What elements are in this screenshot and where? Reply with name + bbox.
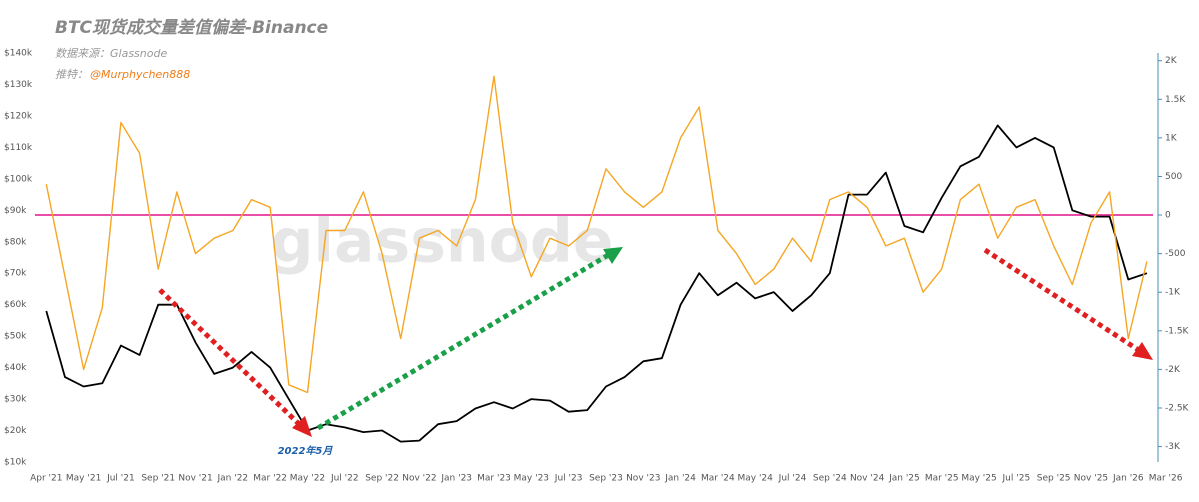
x-tick-label: May '23	[514, 474, 549, 484]
source: 数据来源：Glassnode	[55, 47, 167, 60]
x-tick-label: Mar '24	[701, 474, 735, 484]
y-tick-label: $60k	[4, 300, 27, 310]
x-tick-label: Nov '25	[1074, 474, 1108, 484]
y2-tick-label: 1.5K	[1165, 95, 1186, 105]
x-tick-label: Jan '25	[888, 474, 920, 484]
y2-tick-label: 1K	[1165, 133, 1178, 143]
y2-tick-label: -3K	[1165, 442, 1181, 452]
x-tick-label: Jul '21	[106, 474, 135, 484]
y-tick-label: $70k	[4, 269, 27, 279]
x-tick-label: Mar '23	[477, 474, 511, 484]
x-tick-label: May '25	[961, 474, 996, 484]
y-tick-label: $10k	[4, 458, 27, 468]
x-tick-label: Nov '21	[178, 474, 212, 484]
x-tick-label: Mar '22	[253, 474, 287, 484]
x-tick-label: Jul '23	[554, 474, 583, 484]
arrow-head	[292, 416, 312, 437]
x-tick-label: Mar '25	[925, 474, 959, 484]
twitter-handle: @Murphychen888	[90, 68, 190, 81]
x-tick-label: May '21	[66, 474, 101, 484]
x-tick-label: Jan '23	[440, 474, 472, 484]
y2-tick-label: -1K	[1165, 288, 1181, 298]
y-tick-label: $30k	[4, 395, 27, 405]
series-line	[45, 75, 1148, 394]
watermark: glassnode	[270, 207, 613, 277]
x-tick-label: Nov '22	[402, 474, 436, 484]
x-tick-label: Nov '23	[626, 474, 660, 484]
twitter-label: 推特：	[55, 68, 88, 81]
x-tick-label: Jan '24	[664, 474, 696, 484]
arrow-line	[316, 251, 612, 431]
x-tick-label: Sep '21	[141, 474, 175, 484]
y-tick-label: $140k	[4, 49, 33, 59]
x-tick-label: Jan '22	[217, 474, 249, 484]
x-tick-label: Jul '25	[1002, 474, 1031, 484]
x-tick-label: Mar '26	[1149, 474, 1183, 484]
x-tick-label: Nov '24	[850, 474, 885, 484]
y2-tick-label: 500	[1165, 172, 1182, 182]
arrows	[158, 247, 1153, 437]
y-tick-label: $100k	[4, 174, 33, 184]
x-tick-label: May '24	[737, 474, 773, 484]
arrow-line	[158, 288, 304, 429]
chart-title: BTC现货成交量差值偏差-Binance	[55, 18, 328, 38]
x-tick-label: Sep '23	[589, 474, 623, 484]
y-tick-label: $130k	[4, 80, 33, 90]
x-tick-label: Sep '24	[813, 474, 847, 484]
y-tick-label: $110k	[4, 143, 33, 153]
x-tick-label: Jan '26	[1112, 474, 1144, 484]
y2-tick-label: -2.5K	[1165, 403, 1190, 413]
y-tick-label: $80k	[4, 237, 27, 247]
y-tick-label: $40k	[4, 363, 27, 373]
x-tick-label: Apr '21	[30, 474, 62, 484]
y2-tick-label: 0	[1165, 211, 1171, 221]
x-tick-label: May '22	[290, 474, 325, 484]
y-tick-label: $20k	[4, 426, 27, 436]
y-tick-label: $90k	[4, 206, 27, 216]
x-tick-label: Jul '22	[330, 474, 359, 484]
y2-tick-label: 2K	[1165, 56, 1178, 66]
y-tick-label: $50k	[4, 332, 27, 342]
x-tick-label: Jul '24	[778, 474, 807, 484]
y2-tick-label: -2K	[1165, 365, 1181, 375]
series-line	[45, 124, 1148, 443]
y-tick-label: $120k	[4, 111, 33, 121]
x-tick-label: Sep '25	[1037, 474, 1071, 484]
y2-tick-label: -500	[1165, 249, 1186, 259]
y2-tick-label: -1.5K	[1165, 326, 1190, 336]
arrow-head	[1132, 342, 1153, 360]
annotation: 2022年5月	[278, 445, 334, 457]
x-tick-label: Sep '22	[365, 474, 399, 484]
arrow-head	[603, 247, 623, 264]
arrow-line	[983, 247, 1142, 354]
